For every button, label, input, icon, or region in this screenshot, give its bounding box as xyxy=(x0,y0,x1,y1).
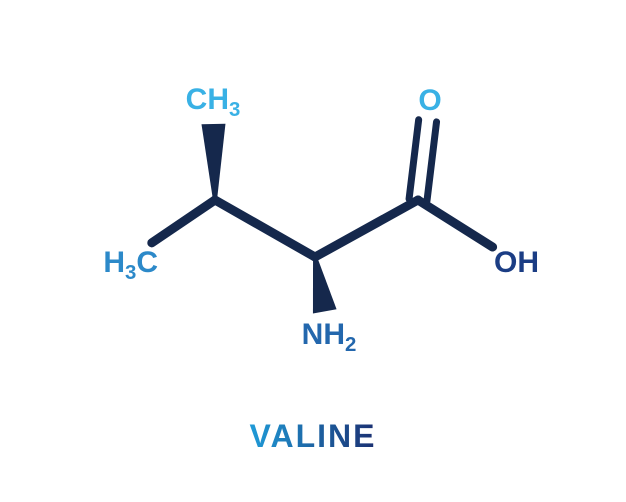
diagram-canvas: CH3 H3C NH2 O OH VALINE xyxy=(0,0,626,502)
atom-ch3_top: CH3 xyxy=(186,83,241,117)
atom-oh_right: OH xyxy=(494,246,539,280)
atom-o_top: O xyxy=(418,84,441,118)
molecule-title: VALINE xyxy=(250,418,377,455)
atom-h3c_left: H3C xyxy=(103,246,158,280)
atom-nh2: NH2 xyxy=(302,318,357,352)
